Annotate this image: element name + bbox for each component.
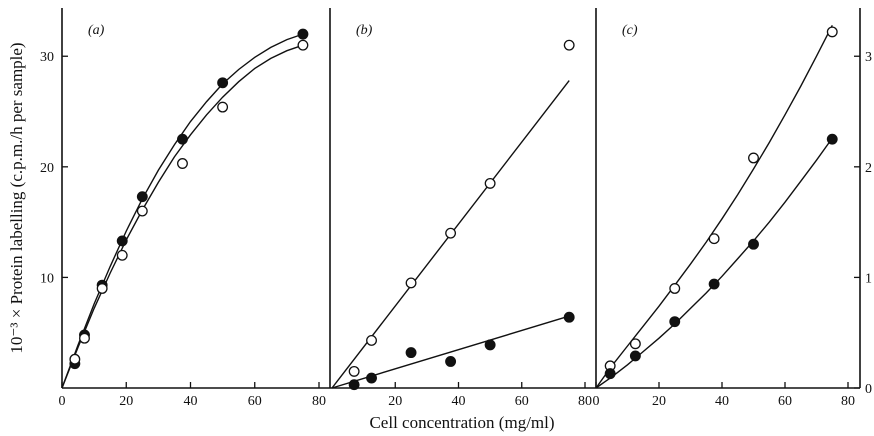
panel-b-label: (b) (356, 23, 373, 38)
panel-c-fit-filled-circle (595, 137, 833, 389)
panel-a-point-open-circle (69, 353, 81, 365)
panel-c-xtick-label: 0 (593, 394, 600, 409)
panel-c-point-open-circle (748, 152, 759, 164)
panel-b-xtick-label: 20 (388, 394, 402, 409)
panel-c-point-filled-circle (708, 278, 720, 290)
panel-c-point-open-circle (669, 283, 681, 294)
panel-a-xtick-label: 40 (184, 394, 198, 409)
panel-a-label: (a) (88, 23, 105, 38)
panel-c-point-filled-circle (604, 368, 616, 380)
panel-b-xtick-label: 40 (452, 394, 466, 409)
panel-c-ytick-label: 2 (865, 161, 872, 176)
panel-c-point-filled-circle (748, 238, 759, 250)
panel-b-point-open-circle (484, 177, 496, 189)
panel-b-point-filled-circle (563, 311, 575, 323)
panel-b-point-open-circle (366, 334, 377, 346)
panel-c-ytick-label: 3 (865, 50, 872, 65)
panel-b-xtick-label: 60 (515, 394, 529, 409)
panel-a-ytick-label: 30 (40, 50, 54, 65)
x-axis-title: Cell concentration (mg/ml) (369, 413, 554, 432)
panel-a-point-open-circle (177, 158, 188, 169)
panel-a-point-filled-circle (297, 28, 309, 40)
panel-a-ytick-label: 10 (40, 271, 54, 286)
panel-c-ytick-label: 1 (865, 271, 872, 286)
panel-c-point-filled-circle (826, 133, 838, 145)
panel-c-ytick-label: 0 (865, 382, 872, 397)
panel-b-point-open-circle (405, 277, 417, 289)
panel-b-point-open-circle (445, 227, 457, 239)
panel-c-point-open-circle (708, 233, 720, 245)
panel-a-point-filled-circle (177, 133, 188, 145)
panel-b-point-filled-circle (445, 356, 457, 367)
panel-a-ytick-label: 20 (40, 161, 54, 176)
panel-b-point-open-circle (563, 39, 575, 51)
panel-a-point-filled-circle (136, 191, 148, 203)
panel-a-fit-open-circle (61, 44, 304, 389)
panel-c-xtick-label: 20 (652, 394, 666, 409)
panel-a-fit-filled-circle (61, 33, 304, 389)
panel-c-point-open-circle (629, 338, 641, 350)
panel-a-point-open-circle (217, 101, 229, 113)
panel-b-point-open-circle (348, 365, 360, 377)
y-axis-title: 10⁻³ × Protein labelling (c.p.m./h per s… (7, 42, 26, 353)
panel-c-point-open-circle (826, 26, 838, 38)
panel-a-point-open-circle (116, 249, 128, 261)
panel-b-point-filled-circle (405, 347, 417, 359)
panel-a-xtick-label: 20 (119, 394, 133, 409)
panel-a-point-filled-circle (116, 235, 128, 247)
panel-c-xtick-label: 80 (841, 394, 855, 409)
panel-a-point-open-circle (79, 332, 90, 344)
panel-c-label: (c) (622, 23, 638, 38)
panel-c-point-filled-circle (669, 316, 681, 328)
panel-a-xtick-label: 0 (59, 394, 66, 409)
panel-a-point-open-circle (297, 39, 309, 51)
panel-c-fit-open-circle (595, 24, 833, 389)
panel-a-point-filled-circle (217, 77, 229, 89)
panel-b-point-filled-circle (484, 339, 496, 351)
panel-b-point-filled-circle (348, 379, 360, 391)
panel-a-point-open-circle (136, 205, 148, 217)
panel-c-point-filled-circle (629, 350, 641, 362)
panel-c-xtick-label: 40 (715, 394, 729, 409)
panel-a-xtick-label: 60 (248, 394, 262, 409)
panel-b-point-filled-circle (366, 372, 377, 384)
panel-b-xtick-label: 80 (578, 394, 592, 409)
panel-a-point-open-circle (96, 283, 108, 294)
panel-a-xtick-label: 80 (312, 394, 326, 409)
panel-c-xtick-label: 60 (778, 394, 792, 409)
